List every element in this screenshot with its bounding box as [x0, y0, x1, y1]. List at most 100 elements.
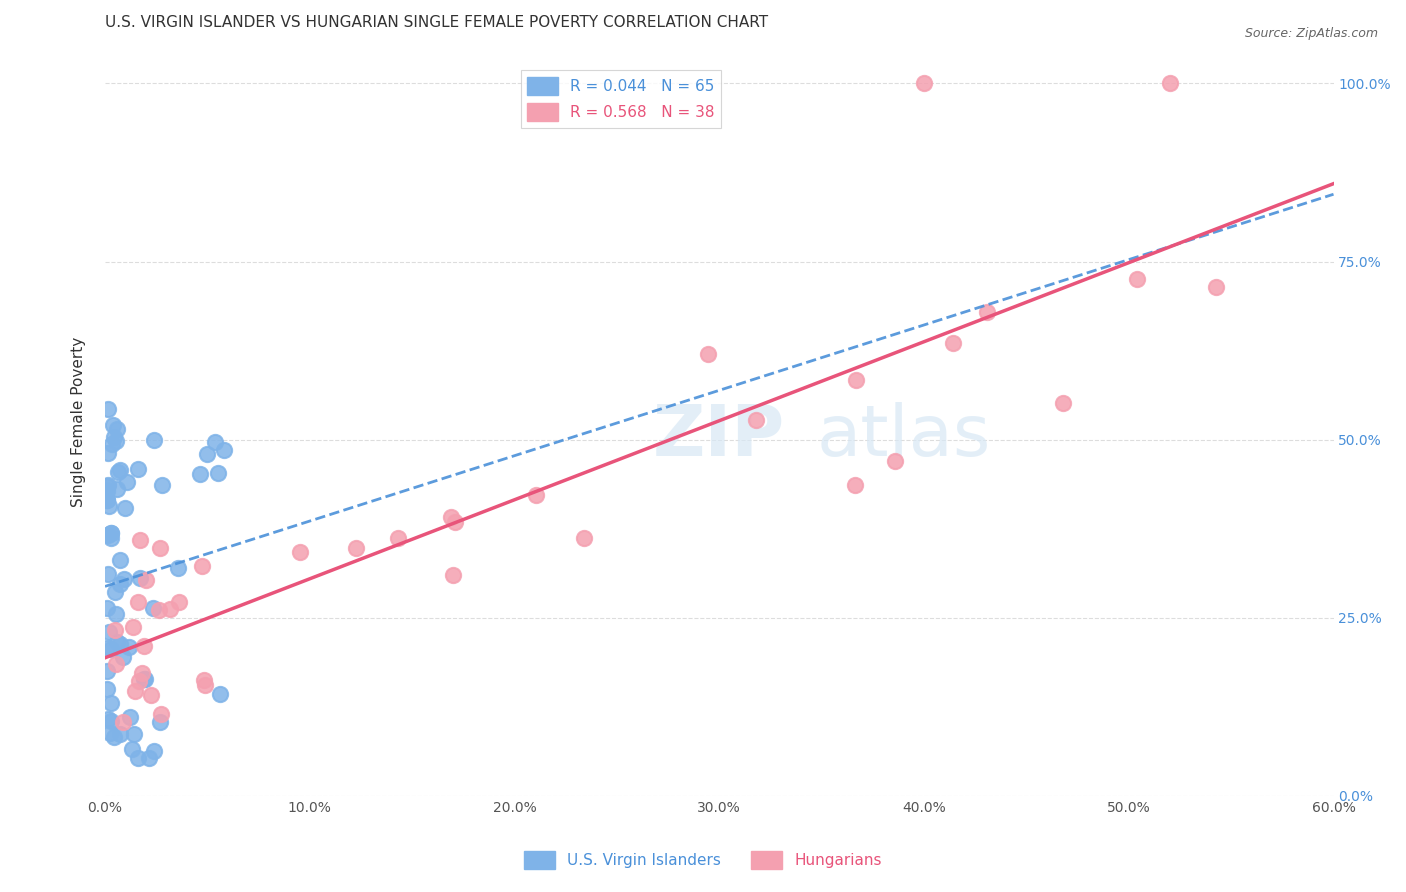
Point [912, 77, 935, 91]
Point [209, 687, 232, 701]
Point [97, 625, 120, 640]
Point [103, 731, 125, 745]
Point [118, 640, 141, 654]
Point [1205, 280, 1227, 294]
Point [97, 401, 120, 416]
Point [441, 568, 464, 582]
Legend: U.S. Virgin Islanders, Hungarians: U.S. Virgin Islanders, Hungarians [519, 845, 887, 875]
Point [128, 674, 150, 689]
Point [188, 467, 211, 481]
Point [942, 336, 965, 351]
Point [844, 478, 866, 492]
Point [97, 527, 120, 541]
Point [103, 430, 125, 444]
Point [143, 433, 166, 447]
Text: atlas: atlas [817, 402, 991, 471]
Point [115, 475, 138, 490]
Point [150, 706, 173, 721]
Point [207, 466, 229, 480]
Point [111, 649, 134, 664]
Point [101, 437, 124, 451]
Point [141, 689, 163, 703]
Point [97, 712, 120, 726]
Point [1159, 77, 1181, 91]
Point [104, 624, 127, 638]
Point [96, 600, 118, 615]
Point [110, 637, 132, 651]
Point [167, 595, 190, 609]
Point [112, 572, 135, 586]
Point [105, 482, 128, 496]
Point [148, 603, 170, 617]
Point [98, 725, 121, 739]
Point [121, 742, 143, 756]
Point [96, 665, 118, 679]
Point [108, 463, 131, 477]
Point [697, 347, 720, 361]
Point [96, 483, 118, 498]
Point [194, 678, 217, 692]
Point [100, 696, 122, 710]
Point [344, 541, 367, 555]
Point [150, 478, 173, 492]
Point [97, 446, 120, 460]
Text: ZIP: ZIP [654, 402, 786, 471]
Point [105, 657, 128, 672]
Point [96, 493, 118, 508]
Point [105, 635, 128, 649]
Point [100, 642, 122, 657]
Point [288, 544, 311, 558]
Point [1126, 272, 1149, 286]
Point [97, 566, 120, 581]
Point [134, 672, 156, 686]
Point [572, 531, 595, 545]
Point [114, 501, 136, 516]
Point [121, 620, 143, 634]
Point [138, 750, 160, 764]
Point [127, 751, 149, 765]
Point [105, 422, 128, 436]
Y-axis label: Single Female Poverty: Single Female Poverty [72, 336, 86, 507]
Point [142, 744, 165, 758]
Point [128, 571, 150, 585]
Point [100, 531, 122, 545]
Point [191, 558, 214, 573]
Point [845, 373, 868, 387]
Point [1052, 395, 1074, 409]
Point [129, 533, 152, 548]
Point [387, 531, 409, 545]
Legend: R = 0.044   N = 65, R = 0.568   N = 38: R = 0.044 N = 65, R = 0.568 N = 38 [522, 70, 721, 128]
Point [97, 499, 120, 513]
Point [96, 641, 118, 656]
Point [127, 462, 149, 476]
Point [524, 488, 547, 502]
Point [110, 577, 132, 591]
Point [884, 454, 907, 468]
Point [124, 683, 146, 698]
Point [212, 442, 235, 457]
Point [440, 510, 463, 524]
Point [108, 553, 131, 567]
Point [100, 526, 122, 541]
Point [122, 727, 145, 741]
Point [104, 434, 127, 448]
Point [127, 595, 149, 609]
Point [105, 607, 128, 621]
Point [111, 715, 134, 730]
Point [96, 493, 118, 508]
Point [135, 574, 157, 588]
Point [132, 639, 155, 653]
Text: U.S. VIRGIN ISLANDER VS HUNGARIAN SINGLE FEMALE POVERTY CORRELATION CHART: U.S. VIRGIN ISLANDER VS HUNGARIAN SINGLE… [105, 15, 768, 30]
Point [134, 672, 156, 686]
Point [444, 515, 467, 529]
Point [100, 526, 122, 541]
Point [131, 665, 153, 680]
Point [96, 682, 118, 697]
Point [167, 561, 190, 575]
Point [193, 673, 215, 688]
Point [149, 714, 172, 729]
Point [107, 465, 129, 479]
Point [204, 435, 226, 450]
Point [120, 710, 142, 724]
Point [96, 478, 118, 492]
